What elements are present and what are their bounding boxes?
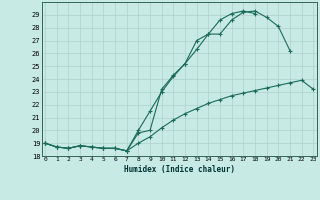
- X-axis label: Humidex (Indice chaleur): Humidex (Indice chaleur): [124, 165, 235, 174]
